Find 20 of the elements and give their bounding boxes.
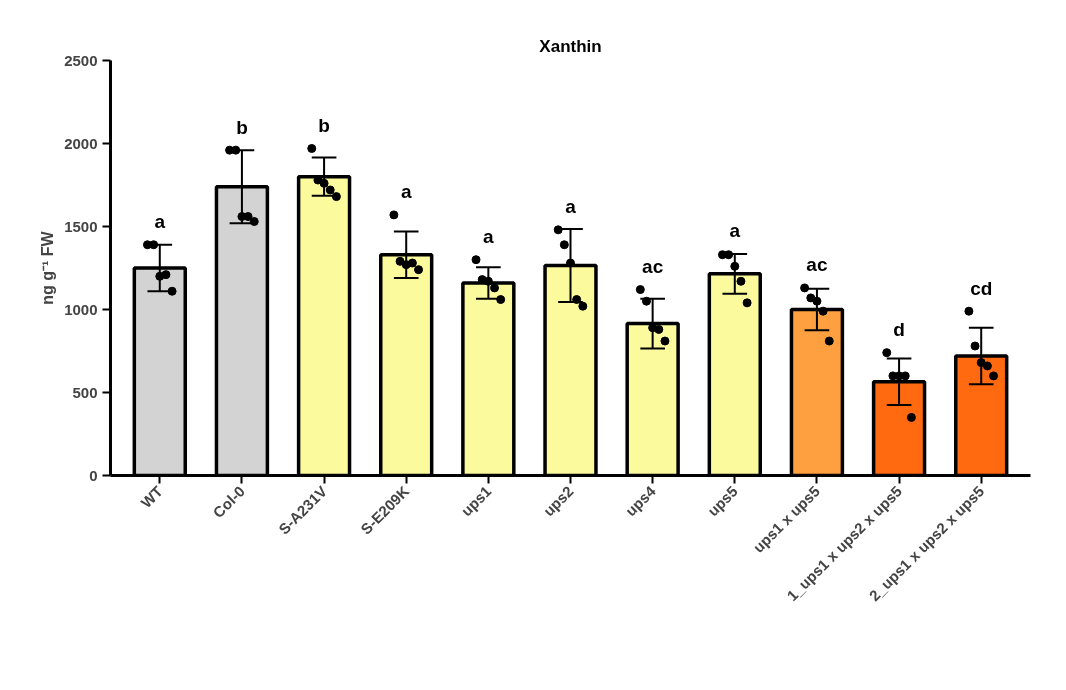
y-tick-label: 2000 bbox=[64, 134, 98, 152]
y-tick-label: 1000 bbox=[64, 300, 98, 318]
y-tick-label: 2500 bbox=[64, 51, 98, 69]
chart-title: Xanthin bbox=[539, 36, 602, 56]
y-tick-label: 500 bbox=[72, 383, 98, 401]
y-tick-label: 0 bbox=[89, 466, 98, 484]
annotation: a bbox=[483, 226, 495, 248]
annotation: ac bbox=[642, 256, 664, 278]
annotation: ac bbox=[806, 254, 828, 276]
annotation: a bbox=[729, 220, 741, 242]
annotation: cd bbox=[970, 277, 993, 299]
annotation: b bbox=[236, 116, 248, 138]
annotation: d bbox=[893, 319, 905, 341]
y-axis-title: ng g⁻¹ FW bbox=[39, 230, 57, 305]
annotation: a bbox=[154, 211, 166, 233]
annotation: b bbox=[318, 115, 330, 137]
x-tick-label: WT bbox=[137, 482, 166, 511]
y-tick-label: 1500 bbox=[64, 217, 98, 235]
annotation: a bbox=[565, 195, 577, 217]
annotation: a bbox=[400, 181, 412, 203]
